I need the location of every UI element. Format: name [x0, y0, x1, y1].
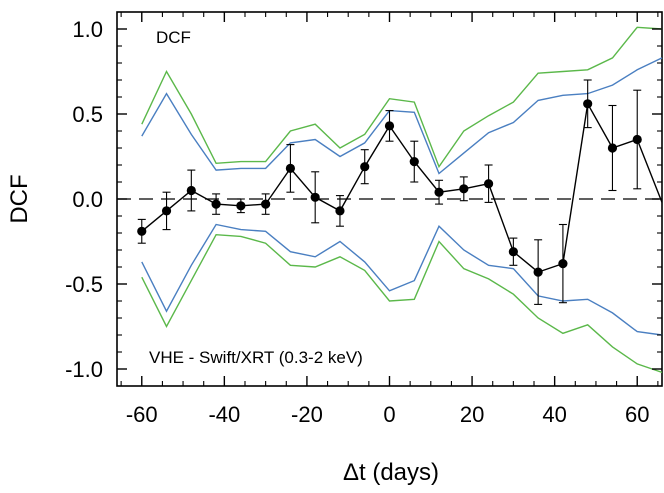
x-tick-label: -20	[291, 402, 323, 427]
dcf-point	[558, 259, 568, 269]
green-lower-line	[141, 233, 663, 374]
x-tick-label: 60	[625, 402, 649, 427]
x-tick-label: 20	[460, 402, 484, 427]
y-tick-label: 0.0	[72, 187, 103, 212]
y-tick-label: -0.5	[65, 272, 103, 297]
dcf-point	[137, 226, 147, 236]
dcf-point	[310, 192, 320, 202]
x-tick-label: -60	[126, 402, 158, 427]
dcf-point	[261, 199, 271, 209]
dcf-point	[632, 134, 642, 145]
y-tick-label: 1.0	[72, 17, 103, 42]
dcf-point	[434, 187, 444, 197]
dcf-point	[161, 206, 172, 216]
dcf-line	[141, 101, 663, 273]
x-tick-label: -40	[208, 402, 240, 427]
dcf-point	[384, 121, 395, 131]
dcf-point	[236, 201, 246, 211]
blue-lower-line	[141, 223, 663, 336]
annotation-top-label: DCF	[156, 28, 191, 47]
x-axis-title: Δt (days)	[343, 459, 439, 486]
dcf-point	[186, 185, 196, 196]
green-upper-line	[141, 26, 663, 169]
y-axis-title: DCF	[6, 174, 33, 223]
axes-layer: -60 -40 -20 0 20 40 60 1.0 0.5 0.0 -0.5 -1.0	[65, 12, 662, 427]
y-tick-label: -1.0	[65, 357, 103, 382]
dcf-point	[607, 143, 618, 153]
dcf-series-layer	[137, 79, 663, 305]
band-layer	[141, 26, 663, 374]
dcf-point	[285, 163, 296, 173]
dcf-point	[483, 179, 494, 189]
annotation-bottom-label: VHE - Swift/XRT (0.3-2 keV)	[149, 348, 363, 367]
blue-upper-line	[141, 57, 663, 175]
dcf-point	[459, 184, 469, 194]
dcf-point	[360, 162, 370, 172]
dcf-point	[335, 206, 345, 216]
dcf-point	[508, 247, 518, 257]
x-tick-label: 0	[383, 402, 395, 427]
dcf-point	[583, 99, 593, 109]
dcf-point	[409, 157, 419, 167]
x-tick-label: 40	[542, 402, 566, 427]
dcf-point	[211, 199, 221, 209]
dcf-point	[533, 267, 543, 277]
y-tick-label: 0.5	[72, 102, 103, 127]
